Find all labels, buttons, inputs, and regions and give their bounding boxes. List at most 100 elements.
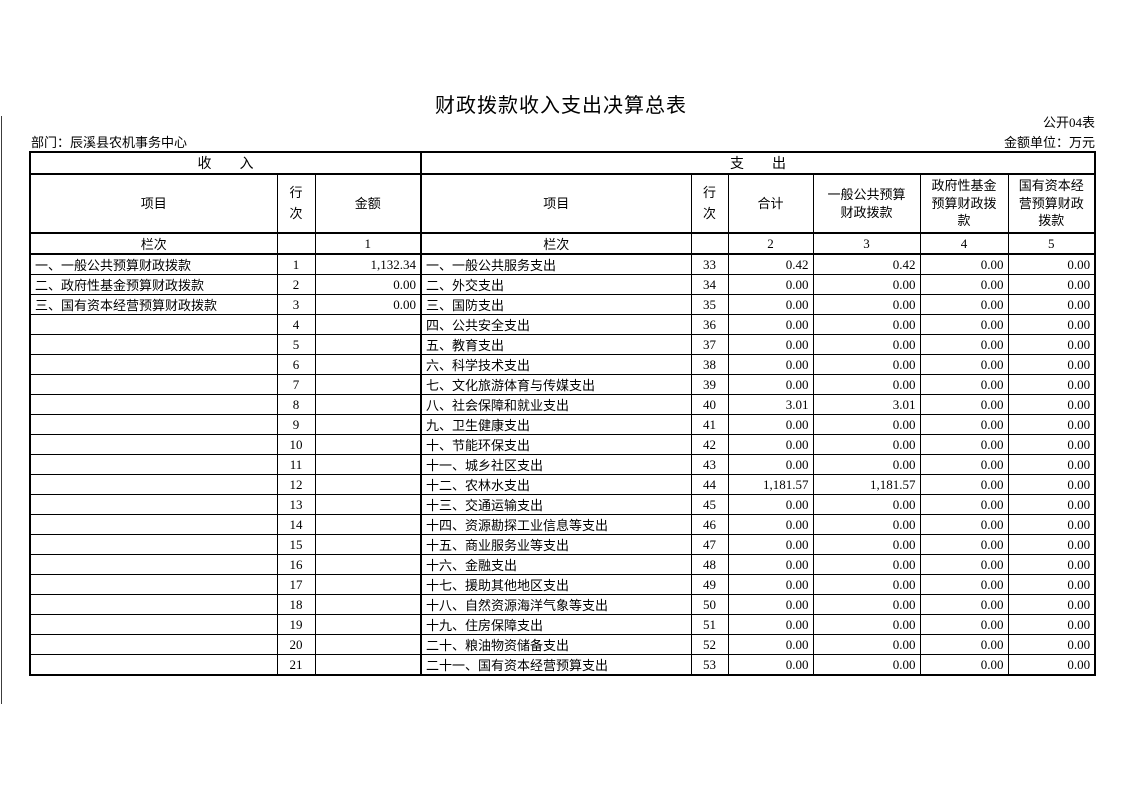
- revenue-line-no-cell: 17: [276, 574, 316, 595]
- expenditure-general-budget-cell: 0.00: [812, 654, 921, 676]
- revenue-line-no-cell: 14: [276, 514, 316, 535]
- expenditure-total-cell: 0.00: [727, 534, 814, 555]
- expenditure-line-no-cell: 48: [690, 554, 729, 575]
- revenue-amount-cell: [314, 614, 422, 635]
- table-row: 6 六、科学技术支出 38 0.00 0.00 0.00 0.00: [29, 354, 1096, 375]
- revenue-item-cell: [29, 454, 278, 475]
- expenditure-state-capital-cell: 0.00: [1007, 314, 1096, 335]
- expenditure-state-capital-cell: 0.00: [1007, 574, 1096, 595]
- expenditure-item-cell: 九、卫生健康支出: [420, 414, 692, 435]
- revenue-item-cell: [29, 434, 278, 455]
- expenditure-line-no-cell: 40: [690, 394, 729, 415]
- expenditure-total-cell: 0.42: [727, 253, 814, 275]
- expenditure-total-cell: 0.00: [727, 414, 814, 435]
- expenditure-gov-fund-cell: 0.00: [919, 354, 1009, 375]
- table-row: 三、国有资本经营预算财政拨款 3 0.00 三、国防支出 35 0.00 0.00 0.00 0…: [29, 294, 1096, 315]
- revenue-amount-cell: [314, 554, 422, 575]
- revenue-amount-cell: [314, 374, 422, 395]
- revenue-item-cell: [29, 334, 278, 355]
- revenue-item-cell: [29, 394, 278, 415]
- expenditure-state-capital-cell: 0.00: [1007, 514, 1096, 535]
- column-number-4: 4: [919, 232, 1009, 255]
- revenue-item-cell: [29, 654, 278, 676]
- expenditure-line-no-header: 行次: [690, 173, 729, 234]
- expenditure-state-capital-cell: 0.00: [1007, 474, 1096, 495]
- revenue-column-label: 栏次: [29, 232, 278, 255]
- expenditure-state-capital-cell: 0.00: [1007, 614, 1096, 635]
- state-capital-header: 国有资本经营预算财政拨款: [1007, 173, 1096, 234]
- expenditure-state-capital-cell: 0.00: [1007, 334, 1096, 355]
- revenue-item-cell: [29, 554, 278, 575]
- expenditure-general-budget-cell: 1,181.57: [812, 474, 921, 495]
- expenditure-total-cell: 0.00: [727, 454, 814, 475]
- page-title: 财政拨款收入支出决算总表: [435, 95, 687, 117]
- expenditure-total-cell: 0.00: [727, 634, 814, 655]
- revenue-amount-cell: [314, 434, 422, 455]
- expenditure-gov-fund-cell: 0.00: [919, 414, 1009, 435]
- expenditure-general-budget-cell: 0.00: [812, 314, 921, 335]
- expenditure-line-no-cell: 50: [690, 594, 729, 615]
- revenue-amount-cell: [314, 394, 422, 415]
- column-header-row: 项目 行次 金额 项目 行次 合计 一般公共预算财政拨款 政府性基金预算财政拨款…: [29, 173, 1096, 234]
- revenue-item-cell: [29, 594, 278, 615]
- table-row: 二、政府性基金预算财政拨款 2 0.00 二、外交支出 34 0.00 0.00 0.00 0.…: [29, 274, 1096, 295]
- revenue-line-no-blank: [276, 232, 316, 255]
- expenditure-general-budget-cell: 0.00: [812, 614, 921, 635]
- revenue-line-no-cell: 4: [276, 314, 316, 335]
- revenue-item-cell: [29, 534, 278, 555]
- expenditure-total-cell: 0.00: [727, 514, 814, 535]
- revenue-line-no-cell: 11: [276, 454, 316, 475]
- general-budget-header: 一般公共预算财政拨款: [812, 173, 921, 234]
- gov-fund-header: 政府性基金预算财政拨款: [919, 173, 1009, 234]
- expenditure-item-cell: 二、外交支出: [420, 274, 692, 295]
- revenue-amount-cell: [314, 634, 422, 655]
- expenditure-total-cell: 1,181.57: [727, 474, 814, 495]
- expenditure-item-cell: 十九、住房保障支出: [420, 614, 692, 635]
- expenditure-item-cell: 八、社会保障和就业支出: [420, 394, 692, 415]
- revenue-item-header: 项目: [29, 173, 278, 234]
- expenditure-gov-fund-cell: 0.00: [919, 394, 1009, 415]
- expenditure-state-capital-cell: 0.00: [1007, 294, 1096, 315]
- expenditure-gov-fund-cell: 0.00: [919, 654, 1009, 676]
- expenditure-gov-fund-cell: 0.00: [919, 274, 1009, 295]
- expenditure-item-cell: 十一、城乡社区支出: [420, 454, 692, 475]
- expenditure-total-cell: 0.00: [727, 434, 814, 455]
- revenue-amount-cell: [314, 454, 422, 475]
- expenditure-total-cell: 0.00: [727, 574, 814, 595]
- expenditure-column-label: 栏次: [420, 232, 692, 255]
- revenue-item-cell: [29, 414, 278, 435]
- expenditure-line-no-cell: 36: [690, 314, 729, 335]
- expenditure-state-capital-cell: 0.00: [1007, 354, 1096, 375]
- column-number-1: 1: [314, 232, 422, 255]
- expenditure-general-budget-cell: 0.00: [812, 454, 921, 475]
- expenditure-general-budget-cell: 0.00: [812, 534, 921, 555]
- table-row: 5 五、教育支出 37 0.00 0.00 0.00 0.00: [29, 334, 1096, 355]
- revenue-line-no-cell: 19: [276, 614, 316, 635]
- expenditure-state-capital-cell: 0.00: [1007, 253, 1096, 275]
- expenditure-total-cell: 0.00: [727, 334, 814, 355]
- expenditure-total-cell: 0.00: [727, 494, 814, 515]
- expenditure-general-budget-cell: 0.00: [812, 494, 921, 515]
- expenditure-gov-fund-cell: 0.00: [919, 574, 1009, 595]
- expenditure-line-no-cell: 38: [690, 354, 729, 375]
- expenditure-item-cell: 十三、交通运输支出: [420, 494, 692, 515]
- expenditure-line-no-cell: 43: [690, 454, 729, 475]
- table-row: 16 十六、金融支出 48 0.00 0.00 0.00 0.00: [29, 554, 1096, 575]
- expenditure-total-cell: 0.00: [727, 354, 814, 375]
- revenue-item-cell: [29, 354, 278, 375]
- expenditure-line-no-cell: 37: [690, 334, 729, 355]
- expenditure-general-budget-cell: 0.00: [812, 414, 921, 435]
- expenditure-total-header: 合计: [727, 173, 814, 234]
- expenditure-general-budget-cell: 0.00: [812, 274, 921, 295]
- expenditure-general-budget-cell: 0.00: [812, 334, 921, 355]
- expenditure-gov-fund-cell: 0.00: [919, 614, 1009, 635]
- expenditure-item-cell: 六、科学技术支出: [420, 354, 692, 375]
- expenditure-total-cell: 0.00: [727, 374, 814, 395]
- table-row: 10 十、节能环保支出 42 0.00 0.00 0.00 0.00: [29, 434, 1096, 455]
- expenditure-state-capital-cell: 0.00: [1007, 374, 1096, 395]
- revenue-amount-cell: [314, 574, 422, 595]
- expenditure-total-cell: 0.00: [727, 614, 814, 635]
- table-row: 8 八、社会保障和就业支出 40 3.01 3.01 0.00 0.00: [29, 394, 1096, 415]
- expenditure-gov-fund-cell: 0.00: [919, 514, 1009, 535]
- column-number-3: 3: [812, 232, 921, 255]
